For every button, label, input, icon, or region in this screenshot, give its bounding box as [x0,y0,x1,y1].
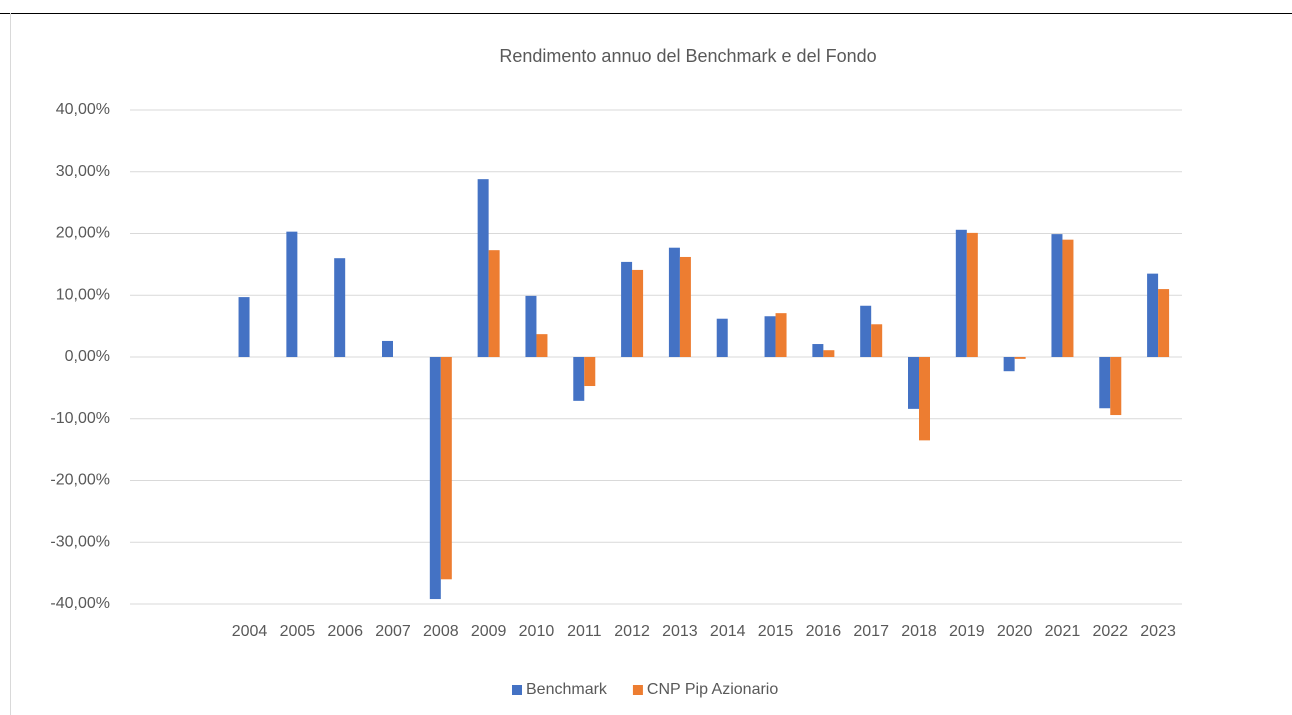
bar [871,324,883,357]
x-tick-label: 2021 [1045,623,1081,640]
bar [621,261,633,357]
bar [1158,289,1170,357]
x-tick-label: 2020 [997,623,1033,640]
y-tick-label: 10,00% [56,286,110,303]
y-tick-label: 0,00% [65,348,110,365]
x-tick-label: 2004 [232,623,268,640]
bar [1110,357,1122,416]
bar [668,247,680,357]
x-tick-label: 2007 [375,623,411,640]
bar [584,357,596,387]
x-tick-label: 2015 [758,623,794,640]
bar [1003,357,1015,372]
y-tick-label: -10,00% [50,410,110,427]
bar [238,297,250,357]
x-tick-label: 2006 [327,623,363,640]
bar [440,357,452,580]
bar [966,232,978,357]
x-tick-label: 2005 [280,623,316,640]
x-tick-label: 2010 [519,623,555,640]
bar [382,340,393,357]
bar [823,350,835,357]
bar [679,256,691,357]
x-tick-label: 2018 [901,623,937,640]
bar [1014,357,1026,359]
bar [488,250,500,357]
bar [632,269,644,357]
y-tick-label: 20,00% [56,225,110,242]
bar [1051,234,1063,357]
x-tick-label: 2017 [853,623,889,640]
bar [860,305,872,357]
y-tick-label: -30,00% [50,533,110,550]
x-tick-label: 2022 [1092,623,1128,640]
bar [477,179,489,357]
x-tick-label: 2012 [614,623,650,640]
x-tick-label: 2023 [1140,623,1176,640]
bar [429,357,441,600]
bar [1099,357,1111,409]
y-tick-label: 30,00% [56,163,110,180]
bar [955,229,967,357]
bar [775,313,787,357]
y-tick-label: 40,00% [56,101,110,118]
x-tick-label: 2013 [662,623,698,640]
bar [716,318,728,357]
x-tick-label: 2019 [949,623,985,640]
x-tick-label: 2009 [471,623,507,640]
bar [919,357,930,441]
x-tick-label: 2014 [710,623,746,640]
bar [286,231,298,357]
legend-swatch [512,685,522,695]
bar [812,344,824,357]
bar [1147,273,1159,357]
legend-label: Benchmark [526,681,608,698]
bar [334,258,346,357]
y-tick-label: -40,00% [50,595,110,612]
legend-swatch [632,685,643,695]
chart-title: Rendimento annuo del Benchmark e del Fon… [499,46,876,66]
legend-label: CNP Pip Azionario [647,681,778,698]
x-tick-label: 2011 [567,623,602,640]
bar [1062,239,1074,357]
bar [525,295,537,357]
bar [908,357,919,409]
bar [536,334,548,357]
bar [573,357,585,401]
bar [764,316,776,357]
y-tick-label: -20,00% [50,472,110,489]
x-tick-label: 2008 [423,623,459,640]
x-tick-label: 2016 [806,623,842,640]
